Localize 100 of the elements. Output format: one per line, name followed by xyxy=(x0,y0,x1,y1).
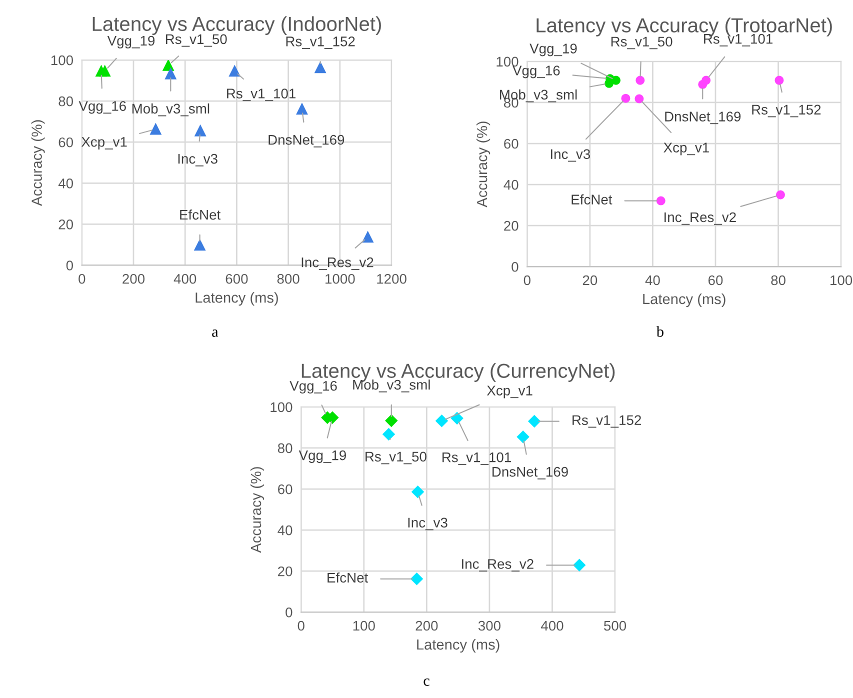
point xyxy=(528,415,540,428)
point xyxy=(776,190,785,200)
y-tick-label: 100 xyxy=(496,56,518,67)
annotation: Xcp_v1 xyxy=(664,142,709,156)
y-tick-label: 60 xyxy=(278,484,292,494)
y-tick-label: 0 xyxy=(512,262,518,272)
x-tick-label: 600 xyxy=(226,274,248,284)
y-tick-label: 60 xyxy=(58,137,74,148)
point xyxy=(194,240,206,251)
point xyxy=(774,76,784,85)
x-tick-label: 800 xyxy=(277,274,300,284)
y-tick-label: 40 xyxy=(504,180,518,190)
x-axis-title: Latency (ms) xyxy=(196,292,278,306)
annotation: EfcNet xyxy=(572,194,612,204)
point xyxy=(656,196,666,206)
annotation: Rs_v1_152 xyxy=(286,36,355,49)
x-axis-title: Latency (ms) xyxy=(643,293,726,308)
point xyxy=(636,76,645,85)
x-tick-label: 0 xyxy=(78,274,86,284)
point xyxy=(436,414,448,427)
point xyxy=(516,430,530,443)
annotation: Rs_v1_50 xyxy=(611,36,672,50)
annotation: Inc_v3 xyxy=(550,149,590,162)
annotation: Vgg_16 xyxy=(512,66,560,78)
annotation: Vgg_19 xyxy=(298,450,346,463)
y-tick-label: 60 xyxy=(504,138,518,149)
x-tick-label: 20 xyxy=(582,275,598,286)
y-tick-label: 100 xyxy=(270,402,292,412)
annotation: Xcp_v1 xyxy=(486,386,532,398)
x-tick-label: 200 xyxy=(416,620,438,631)
annotation: Inc_Res_v2 xyxy=(462,559,534,572)
x-tick-label: 200 xyxy=(122,274,145,284)
y-axis-title: Accuracy (%) xyxy=(31,120,45,206)
x-tick-label: 400 xyxy=(540,620,564,631)
y-tick-label: 20 xyxy=(504,220,518,231)
point xyxy=(194,125,206,136)
y-tick-label: 80 xyxy=(278,443,292,454)
text: c xyxy=(424,678,430,686)
annotation: Rs_v1_152 xyxy=(752,104,821,118)
x-tick-label: 0 xyxy=(524,275,530,286)
annotation: Inc_v3 xyxy=(178,154,218,166)
point xyxy=(150,124,162,135)
annotation: DnsNet_169 xyxy=(492,466,568,480)
y-axis-title: Accuracy (%) xyxy=(476,122,490,208)
point xyxy=(634,94,644,104)
y-tick-label: 80 xyxy=(58,96,74,106)
annotation: Inc_Res_v2 xyxy=(664,212,736,225)
annotation: DnsNet_169 xyxy=(665,112,741,124)
chart-title: Latency vs Accuracy (IndoorNet) xyxy=(92,16,381,36)
point xyxy=(165,68,176,80)
x-tick-label: 100 xyxy=(830,275,852,286)
point xyxy=(314,62,326,74)
annotation: Rs_v1_101 xyxy=(442,452,511,465)
point xyxy=(621,94,630,103)
point xyxy=(410,572,423,585)
annotation: EfcNet xyxy=(180,210,221,220)
annotation: Rs_v1_50 xyxy=(166,34,227,47)
point xyxy=(362,232,374,243)
annotation: EfcNet xyxy=(328,572,368,583)
y-axis-title: Accuracy (%) xyxy=(250,467,264,553)
point xyxy=(229,66,240,77)
x-axis-title: Latency (ms) xyxy=(417,638,500,653)
point xyxy=(573,559,586,572)
point xyxy=(385,414,398,427)
annotation: Vgg_19 xyxy=(107,36,155,48)
x-tick-label: 500 xyxy=(604,620,626,631)
x-tick-label: 300 xyxy=(478,620,500,631)
point xyxy=(412,486,424,498)
annotation: Mob_v3_sml xyxy=(353,379,430,392)
y-tick-label: 40 xyxy=(58,178,74,188)
annotation: Inc_v3 xyxy=(408,518,448,530)
x-tick-label: 1200 xyxy=(377,274,406,284)
x-tick-label: 100 xyxy=(353,620,375,631)
annotation: Rs_v1_152 xyxy=(572,415,641,428)
annotation: DnsNet_169 xyxy=(268,134,344,148)
x-tick-label: 80 xyxy=(771,275,786,286)
annotation: Xcp_v1 xyxy=(81,137,127,150)
y-tick-label: 20 xyxy=(58,220,74,230)
point xyxy=(698,80,708,89)
annotation: Mob_v3_sml xyxy=(132,103,210,116)
annotation: Vgg_16 xyxy=(78,101,126,114)
y-tick-label: 0 xyxy=(286,607,292,618)
annotation: Rs_v1_50 xyxy=(366,452,426,464)
annotation: Inc_Res_v2 xyxy=(302,257,374,270)
y-tick-label: 100 xyxy=(51,55,74,66)
x-tick-label: 60 xyxy=(708,275,723,286)
annotation: Vgg_16 xyxy=(290,380,337,394)
annotation: Vgg_19 xyxy=(530,44,577,56)
y-tick-label: 0 xyxy=(66,260,74,270)
x-tick-label: 40 xyxy=(645,275,660,286)
text: a xyxy=(212,330,218,337)
y-tick-label: 20 xyxy=(278,566,292,576)
point xyxy=(296,104,308,115)
x-tick-label: 400 xyxy=(174,274,196,284)
point xyxy=(99,66,110,77)
annotation: Rs_v1_101 xyxy=(227,88,296,102)
point xyxy=(382,428,395,440)
x-tick-label: 0 xyxy=(298,620,304,631)
y-tick-label: 40 xyxy=(278,525,292,536)
text: b xyxy=(656,326,664,337)
